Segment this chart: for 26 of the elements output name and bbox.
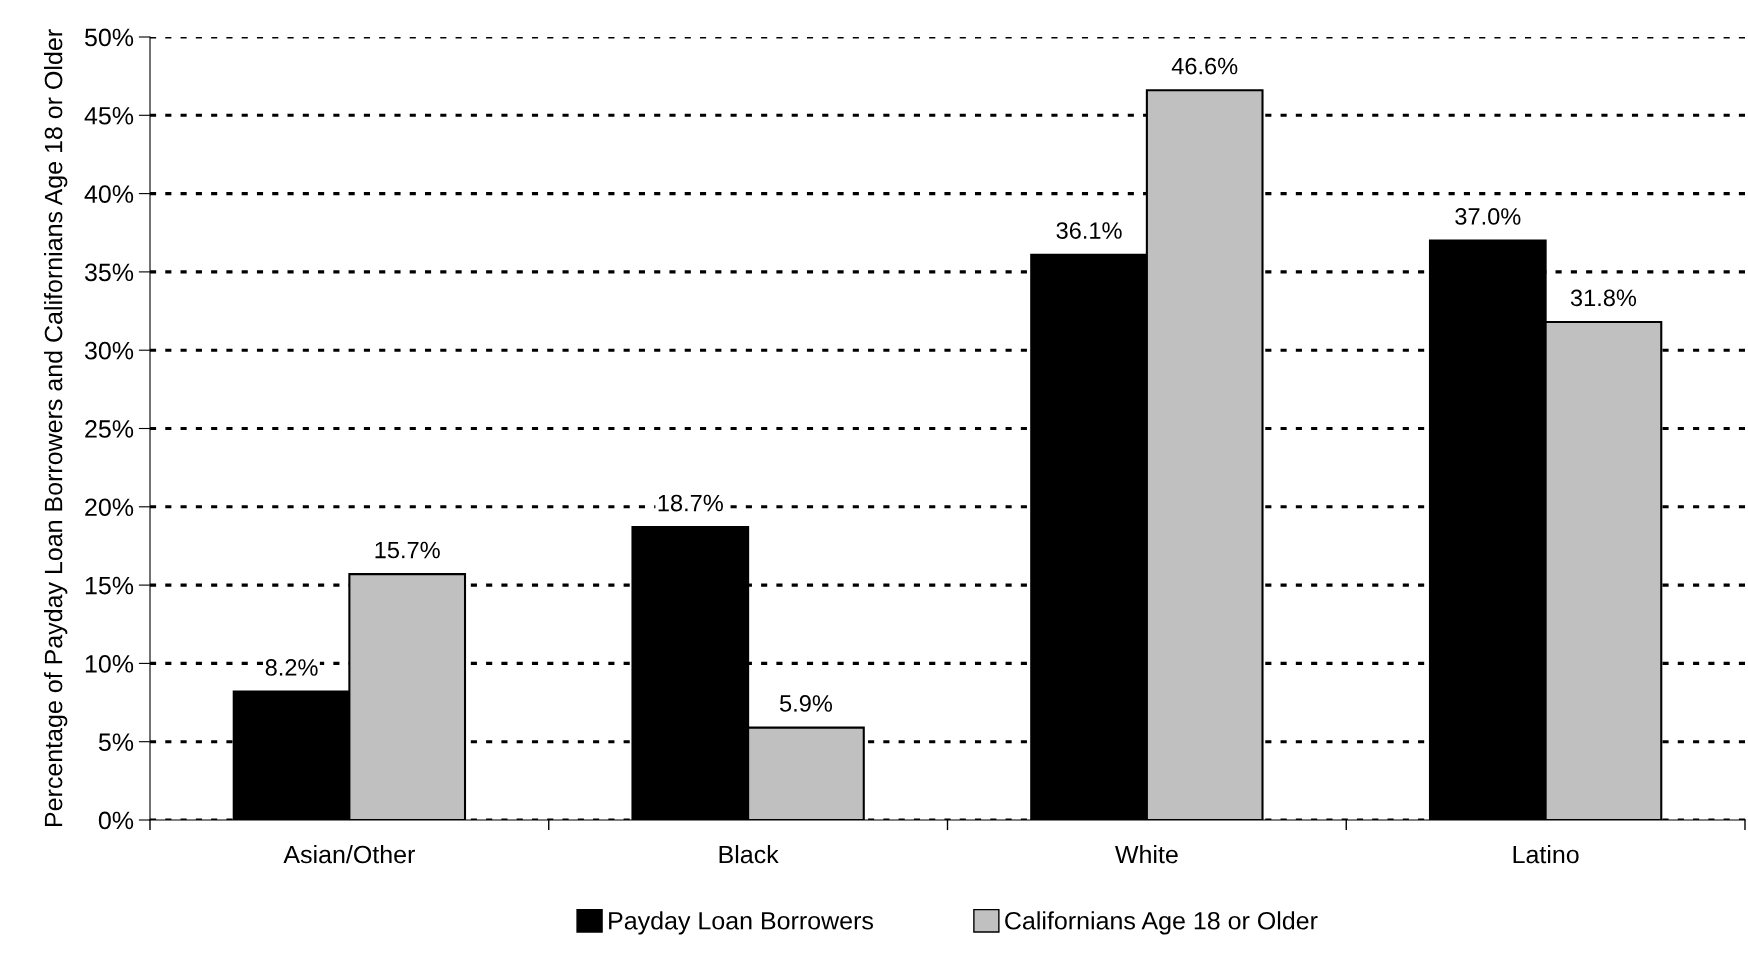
- y-tick-label: 45%: [84, 107, 134, 125]
- y-tick-label: 30%: [84, 341, 134, 360]
- y-tick-label: 5%: [98, 733, 134, 751]
- data-label: 37.0%: [1455, 208, 1521, 225]
- y-tick-label: 50%: [84, 28, 134, 47]
- x-tick-label: White: [1115, 845, 1178, 864]
- data-label: 5.9%: [779, 695, 833, 712]
- y-axis-title: Percentage of Payday Loan Borrowers and Californians Age 18 or Older: [44, 29, 68, 826]
- y-tick-label: 40%: [84, 185, 134, 203]
- y-tick-label: 0%: [98, 811, 134, 830]
- legend-label: Californians Age 18 or Older: [1005, 911, 1318, 935]
- x-tick-label: Asian/Other: [283, 845, 415, 864]
- y-tick-label: 15%: [85, 576, 134, 595]
- x-tick-label: Black: [719, 845, 779, 864]
- data-label: 31.8%: [1570, 289, 1637, 307]
- y-tick-label: 10%: [85, 655, 134, 673]
- data-label: 36.1%: [1056, 222, 1122, 239]
- data-label: 18.7%: [658, 494, 723, 512]
- data-label: 15.7%: [375, 541, 440, 559]
- y-tick-label: 35%: [84, 263, 134, 282]
- y-tick-label: 20%: [85, 498, 134, 517]
- data-label: 8.2%: [265, 659, 318, 676]
- x-tick-label: Latino: [1513, 845, 1579, 864]
- legend-label: Payday Loan Borrowers: [609, 911, 873, 935]
- y-tick-label: 25%: [85, 420, 134, 438]
- data-label: 46.6%: [1171, 57, 1238, 75]
